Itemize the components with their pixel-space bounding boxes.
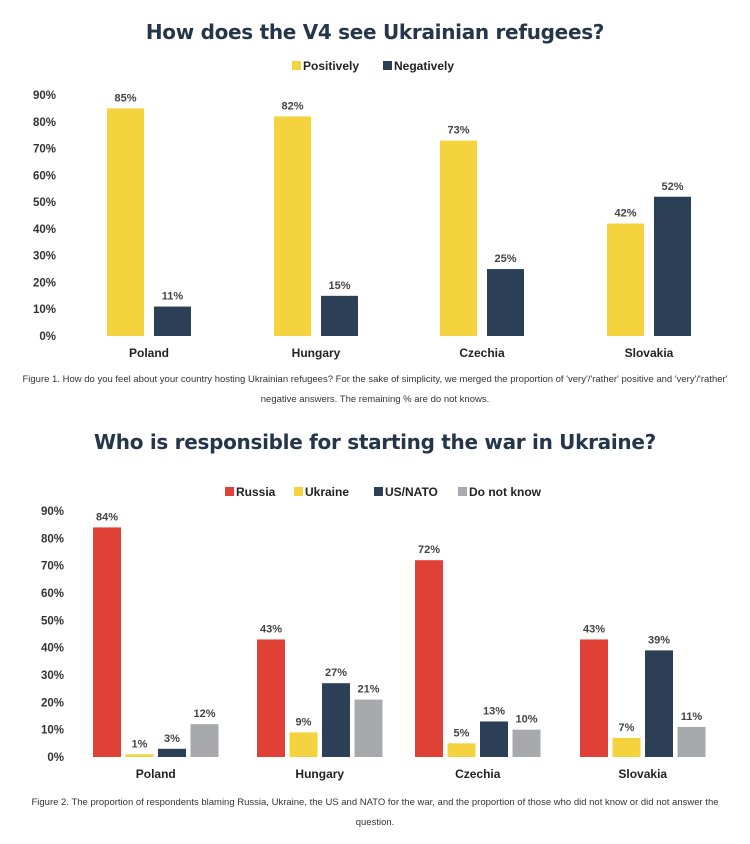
chart2-data-label: 9% [296,716,312,728]
chart2-data-label: 11% [681,711,703,723]
chart2-legend-label: Russia [236,485,276,499]
chart1-bar [274,116,311,336]
chart2-legend-swatch [225,487,234,496]
chart1-data-label: 11% [162,291,184,303]
chart1-data-label: 25% [494,253,516,265]
chart2-ytick: 90% [41,506,64,518]
chart2-legend-label: Ukraine [305,485,349,499]
chart2-legend-label: US/NATO [385,485,438,499]
chart2-legend-swatch [458,487,467,496]
chart2-bar [257,639,285,757]
chart2-ytick: 60% [41,588,64,600]
chart2-data-label: 39% [648,634,670,646]
chart1-ytick: 20% [33,277,56,289]
chart1-bar [654,196,691,336]
chart2-bar [125,754,154,757]
chart2-bar [677,726,706,757]
chart1-bar [487,269,524,336]
chart1-ytick: 10% [33,304,56,316]
chart1-ytick: 90% [33,90,56,102]
chart2-data-label: 43% [260,623,282,635]
chart1-ytick: 40% [33,224,56,236]
chart2-data-label: 10% [515,714,537,726]
chart1-ytick: 30% [33,251,56,263]
chart1-title: How does the V4 see Ukrainian refugees? [145,20,605,44]
chart2-legend-swatch [374,487,383,496]
chart2-legend-label: Do not know [469,485,542,499]
chart2-title: Who is responsible for starting the war … [94,430,656,454]
chart1-ytick: 80% [33,117,56,129]
chart1-caption: Figure 1. How do you feel about your cou… [0,370,750,410]
chart1-data-label: 85% [114,92,136,104]
chart2-data-label: 21% [357,684,379,696]
chart1-data-label: 73% [447,125,469,137]
chart2-bar [93,527,121,757]
chart2-ytick: 0% [47,752,64,764]
chart1-data-label: 42% [614,208,636,220]
chart1-data-label: 15% [328,280,350,292]
chart2-caption: Figure 2. The proportion of respondents … [0,793,750,833]
chart1-bar [107,108,144,336]
chart2-bar [354,699,383,757]
chart1-legend-swatch [292,61,301,70]
chart2-data-label: 72% [418,544,440,556]
chart1-category-label: Czechia [459,346,505,360]
chart2-category-label: Poland [136,767,176,781]
chart2-category-label: Hungary [295,767,344,781]
chart2-bar [480,721,508,757]
chart2-ytick: 50% [41,615,64,627]
chart1-bar [321,295,358,336]
chart2-ytick: 10% [41,725,64,737]
chart2-bar [645,650,673,757]
chart2-category-label: Slovakia [618,767,667,781]
chart2-category-label: Czechia [455,767,501,781]
chart2-ytick: 80% [41,533,64,545]
chart2-caption-line-1: Figure 2. The proportion of respondents … [31,797,719,808]
chart2-data-label: 7% [619,722,635,734]
chart2-ytick: 40% [41,643,64,655]
chart1-legend-swatch [383,61,392,70]
chart2-legend-swatch [294,487,303,496]
chart2-ytick: 20% [41,697,64,709]
chart1-ytick: 50% [33,197,56,209]
chart2-bar [415,560,443,757]
chart2-data-label: 43% [583,623,605,635]
chart1-category-label: Slovakia [625,346,674,360]
chart1-data-label: 82% [281,100,303,112]
chart2-bar [289,732,318,757]
chart2-data-label: 13% [483,705,505,717]
chart2-war-responsibility: 0% 10% 20% 30% 40% 50% 60% 70% 80% 90% Russia Ukrai… [41,485,706,781]
chart2-data-label: 3% [164,733,180,745]
chart1-data-label: 52% [661,181,683,193]
chart2-data-label: 84% [96,511,118,523]
chart2-bar [447,743,476,757]
chart2-data-label: 1% [132,738,148,750]
chart2-caption-line-2: question. [355,817,395,828]
chart1-bar [154,306,191,336]
chart1-ytick: 60% [33,170,56,182]
chart2-ytick: 30% [41,670,64,682]
chart2-bar [190,724,219,757]
chart1-category-label: Poland [129,346,169,360]
chart1-refugees: 0% 10% 20% 30% 40% 50% 60% 70% 80% 90% Positively N… [33,59,691,360]
chart2-bar [580,639,608,757]
chart1-legend-label: Negatively [394,59,454,73]
chart1-ytick: 70% [33,144,56,156]
chart2-data-label: 27% [325,667,347,679]
chart2-bar [158,748,186,757]
chart2-bar [612,737,641,757]
chart1-caption-line-2: negative answers. The remaining % are do… [260,394,490,405]
chart1-bar [607,223,644,336]
chart2-bar [512,729,541,757]
chart2-data-label: 5% [454,727,470,739]
chart2-bar [322,683,350,757]
chart1-ytick: 0% [39,331,56,343]
chart1-bar [440,140,477,336]
chart1-category-label: Hungary [292,346,341,360]
chart1-caption-line-1: Figure 1. How do you feel about your cou… [22,374,728,385]
chart2-data-label: 12% [193,708,215,720]
chart2-ytick: 70% [41,561,64,573]
chart1-legend-label: Positively [303,59,359,73]
